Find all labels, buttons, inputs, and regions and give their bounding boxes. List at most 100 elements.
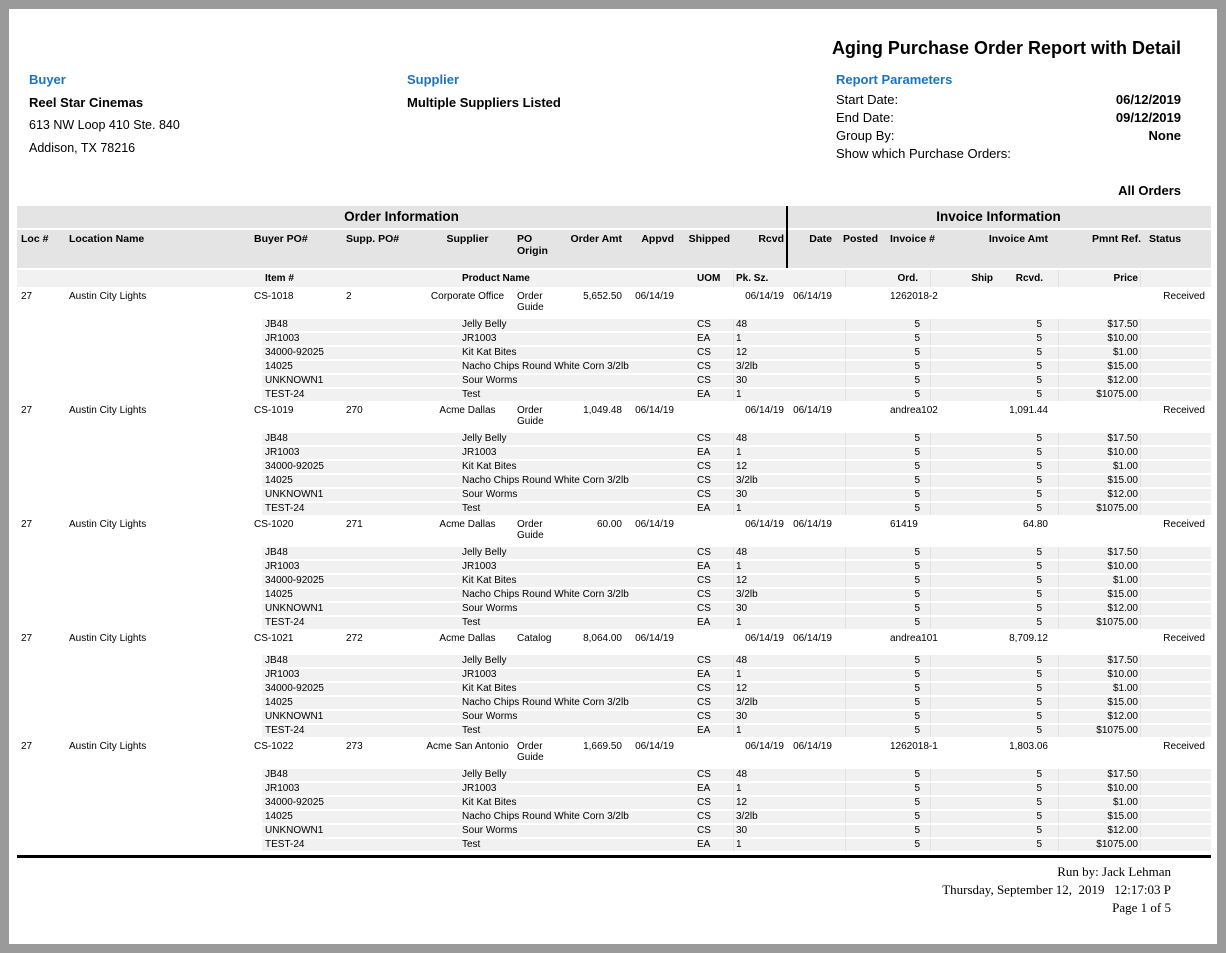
item-cell-ord: 5 [845, 711, 930, 723]
item-cell-ship [930, 389, 1010, 401]
item-cell-product: Test [460, 725, 695, 737]
item-cell-ord: 5 [845, 839, 930, 851]
order-cell-posted [834, 517, 882, 541]
item-cell-uom: CS [695, 375, 733, 387]
item-cell-ord: 5 [845, 617, 930, 629]
param-label: Show which Purchase Orders: [836, 146, 1011, 161]
item-cell-item_no: JB48 [262, 547, 460, 559]
item-cell-uom: CS [695, 825, 733, 837]
item-cell-item_no: TEST-24 [262, 725, 460, 737]
item-row: TEST-24 Test EA 1 5 5 $1075.00 [17, 839, 1211, 851]
item-cell-pk_sz: 30 [733, 711, 845, 723]
item-cell-pk_sz: 48 [733, 547, 845, 559]
order-cell-supplier: Acme Dallas [439, 405, 496, 416]
item-cell-product: JR1003 [460, 783, 695, 795]
item-cell-rcvd: 5 [1010, 617, 1058, 629]
item-cell-item_no: 14025 [262, 589, 460, 601]
item-cell-spacer [1140, 617, 1211, 629]
order-cell-rcvd: 06/14/19 [745, 741, 784, 752]
item-row: UNKNOWN1 Sour Worms CS 30 5 5 $12.00 [17, 711, 1211, 723]
item-cell-rcvd: 5 [1010, 489, 1058, 501]
item-cell-rcvd: 5 [1010, 697, 1058, 709]
subcol-header-item-no: Item # [265, 273, 294, 284]
item-cell-uom: CS [695, 319, 733, 331]
item-cell-price: $17.50 [1058, 769, 1140, 781]
item-indent [17, 589, 262, 601]
item-cell-ship [930, 361, 1010, 373]
item-cell-ship [930, 697, 1010, 709]
item-cell-price: $17.50 [1058, 319, 1140, 331]
item-cell-uom: EA [695, 447, 733, 459]
item-row: UNKNOWN1 Sour Worms CS 30 5 5 $12.00 [17, 375, 1211, 387]
item-cell-ship [930, 547, 1010, 559]
item-cell-pk_sz: 12 [733, 683, 845, 695]
item-cell-price: $1.00 [1058, 797, 1140, 809]
item-cell-spacer [1140, 603, 1211, 615]
order-cell-shipped [676, 403, 734, 427]
item-row: JB48 Jelly Belly CS 48 5 5 $17.50 [17, 769, 1211, 781]
order-cell-posted [834, 403, 882, 427]
item-cell-item_no: 34000-92025 [262, 683, 460, 695]
table-header: Order Information Invoice Information Lo… [17, 206, 1211, 268]
item-cell-price: $12.00 [1058, 603, 1140, 615]
item-cell-uom: EA [695, 333, 733, 345]
item-cell-rcvd: 5 [1010, 711, 1058, 723]
order-cell-pmnt_ref [1062, 739, 1147, 763]
item-cell-price: $1075.00 [1058, 725, 1140, 737]
buyer-address-line2: Addison, TX 78216 [29, 141, 136, 155]
item-cell-ship [930, 617, 1010, 629]
param-label: Group By: [836, 128, 895, 143]
item-indent [17, 825, 262, 837]
subcol-header-ord: Ord. [845, 270, 930, 287]
item-cell-product: Nacho Chips Round White Corn 3/2lb [460, 475, 695, 487]
param-row-end-date: End Date: 09/12/2019 [836, 109, 1181, 127]
col-header-loc: Loc # [21, 233, 49, 245]
report-parameters-block: Report Parameters Start Date: 06/12/2019… [836, 68, 1181, 198]
order-cell-invoice_amt: 8,709.12 [1009, 633, 1048, 644]
subcol-header-pk-sz: Pk. Sz. [733, 270, 845, 287]
col-header-supp-po: Supp. PO# [346, 233, 400, 245]
item-cell-ord: 5 [845, 603, 930, 615]
item-cell-item_no: JR1003 [262, 669, 460, 681]
order-cell-invoice_no: 61419 [890, 519, 918, 530]
item-cell-rcvd: 5 [1010, 347, 1058, 359]
item-cell-uom: EA [695, 725, 733, 737]
report-parameters-label: Report Parameters [836, 72, 953, 87]
order-cell-rcvd: 06/14/19 [745, 519, 784, 530]
subcol-header-price: Price [1058, 270, 1140, 287]
order-cell-posted [834, 739, 882, 763]
report-end-rule [17, 855, 1211, 858]
order-cell-po_origin: Catalog [517, 633, 552, 644]
order-cell-appvd: 06/14/19 [635, 519, 674, 530]
item-cell-spacer [1140, 769, 1211, 781]
item-cell-ship [930, 711, 1010, 723]
item-row: JR1003 JR1003 EA 1 5 5 $10.00 [17, 333, 1211, 345]
item-cell-item_no: UNKNOWN1 [262, 711, 460, 723]
item-cell-spacer [1140, 547, 1211, 559]
footer-run-by: Run by: Jack Lehman [1057, 864, 1171, 879]
item-cell-price: $10.00 [1058, 669, 1140, 681]
item-cell-spacer [1140, 433, 1211, 445]
item-cell-rcvd: 5 [1010, 375, 1058, 387]
item-cell-item_no: TEST-24 [262, 617, 460, 629]
item-cell-ord: 5 [845, 575, 930, 587]
order-row: 27 Austin City Lights CS-1018 2 Corporate Of… [17, 289, 1211, 313]
item-cell-item_no: JB48 [262, 433, 460, 445]
item-subheader-row: Item # Product Name UOM Pk. Sz. Ord. Shi… [17, 270, 1211, 287]
item-cell-uom: CS [695, 683, 733, 695]
item-indent [17, 603, 262, 615]
item-indent [17, 725, 262, 737]
item-cell-spacer [1140, 347, 1211, 359]
item-cell-price: $17.50 [1058, 655, 1140, 667]
item-row: 34000-92025 Kit Kat Bites CS 12 5 5 $1.00 [17, 461, 1211, 473]
item-cell-product: Nacho Chips Round White Corn 3/2lb [460, 361, 695, 373]
order-cell-supp_po: 271 [346, 519, 363, 530]
item-cell-item_no: 14025 [262, 697, 460, 709]
item-cell-pk_sz: 3/2lb [733, 361, 845, 373]
param-row-start-date: Start Date: 06/12/2019 [836, 91, 1181, 109]
order-cell-loc: 27 [21, 519, 33, 530]
item-cell-product: Kit Kat Bites [460, 683, 695, 695]
item-cell-item_no: 34000-92025 [262, 461, 460, 473]
item-cell-product: Sour Worms [460, 375, 695, 387]
item-cell-spacer [1140, 461, 1211, 473]
